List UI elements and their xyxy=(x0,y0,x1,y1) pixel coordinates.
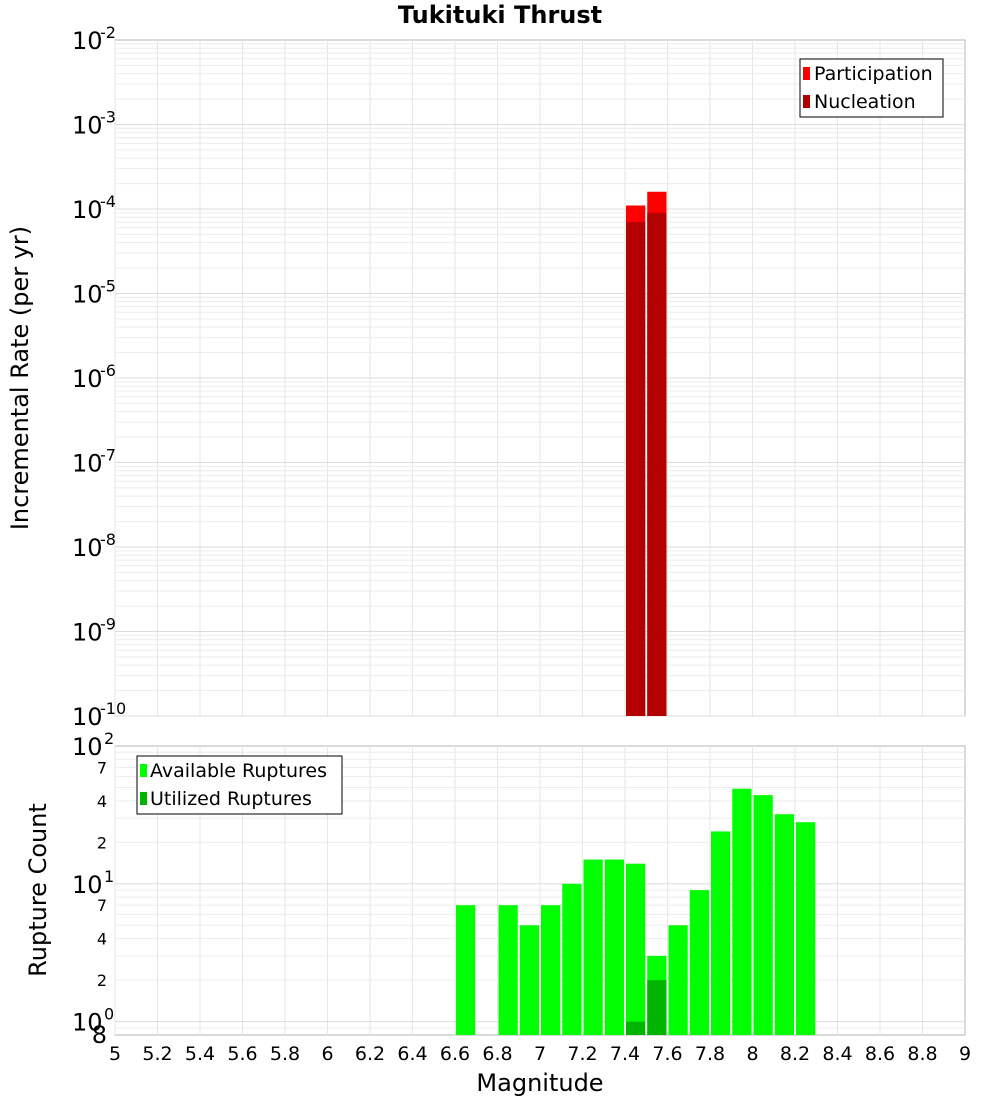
top-legend: Participation Nucleation xyxy=(799,58,944,118)
x-tick-label: 8.8 xyxy=(907,1043,937,1065)
y-tick-label-exponent: -4 xyxy=(100,192,116,211)
available-ruptures-bar xyxy=(562,883,582,1035)
x-tick-label: 8.2 xyxy=(780,1043,810,1065)
y-tick-label-minor: 4 xyxy=(97,930,107,949)
y-tick-label: 10 xyxy=(72,281,103,309)
available-ruptures-bar xyxy=(626,863,646,1035)
x-tick-label: 8 xyxy=(746,1043,758,1065)
bottom-legend: Available Ruptures Utilized Ruptures xyxy=(136,755,343,815)
x-tick-label: 7.6 xyxy=(652,1043,682,1065)
x-tick-label: 6.2 xyxy=(355,1043,385,1065)
y-tick-label: 10 xyxy=(72,703,103,731)
bottom-bars xyxy=(456,788,816,1035)
y-tick-label-exponent: -2 xyxy=(100,23,116,42)
top-legend-box xyxy=(799,58,944,118)
available-ruptures-bar xyxy=(774,814,794,1035)
y-tick-label: 10 xyxy=(72,450,103,478)
y-tick-label: 10 xyxy=(72,733,103,761)
y-tick-label-exponent: -3 xyxy=(100,108,116,127)
available-ruptures-bar xyxy=(541,905,561,1035)
legend-swatch-available-ruptures xyxy=(140,764,147,777)
legend-label-participation: Participation xyxy=(814,63,933,85)
legend-swatch-participation xyxy=(803,67,810,80)
nucleation-bar xyxy=(647,212,667,716)
x-tick-labels: 5 5.2 5.4 5.6 5.8 6 6.2 6.4 6.6 6.8 7 7.2 7.4 7.6 7.8 8… xyxy=(109,1043,971,1065)
y-tick-label: 10 xyxy=(72,619,103,647)
x-axis-title: Magnitude xyxy=(476,1069,603,1097)
y-tick-label: 10 xyxy=(72,1009,103,1037)
y-tick-label-exponent: -5 xyxy=(100,277,116,296)
top-plot-panel: 10-210-310-410-510-610-710-810-910-10 In… xyxy=(6,23,966,731)
y-tick-label: 10 xyxy=(72,112,103,140)
available-ruptures-bar xyxy=(732,788,752,1035)
x-tick-label: 6.8 xyxy=(482,1043,512,1065)
available-ruptures-bar xyxy=(456,905,476,1035)
y-tick-label: 10 xyxy=(72,365,103,393)
x-tick-label: 9 xyxy=(959,1043,971,1065)
y-tick-label: 10 xyxy=(72,534,103,562)
x-tick-label: 7.2 xyxy=(567,1043,597,1065)
y-tick-label-exponent: -6 xyxy=(100,361,116,380)
y-tick-label-minor: 8 xyxy=(92,1021,107,1049)
x-tick-label: 5.2 xyxy=(142,1043,172,1065)
x-tick-label: 5 xyxy=(109,1043,121,1065)
available-ruptures-bar xyxy=(689,890,709,1035)
y-tick-label-minor: 7 xyxy=(97,896,107,915)
top-y-axis-title: Incremental Rate (per yr) xyxy=(6,226,34,530)
legend-swatch-utilized-ruptures xyxy=(140,792,147,805)
legend-label-available-ruptures: Available Ruptures xyxy=(150,760,327,782)
y-tick-label-exponent: -9 xyxy=(100,615,116,634)
top-y-tick-labels: 10-210-310-410-510-610-710-810-910-10 xyxy=(72,23,126,731)
y-tick-label-exponent: -8 xyxy=(100,530,116,549)
x-tick-label: 6 xyxy=(321,1043,333,1065)
y-tick-label-exponent: -10 xyxy=(100,699,126,718)
y-tick-label: 10 xyxy=(72,196,103,224)
bottom-gridlines xyxy=(114,746,965,1035)
utilized-ruptures-bar xyxy=(647,980,667,1035)
x-tick-label: 6.4 xyxy=(397,1043,427,1065)
y-tick-label-exponent: 1 xyxy=(104,867,114,886)
y-tick-label-minor: 7 xyxy=(97,758,107,777)
x-tick-label: 8.4 xyxy=(822,1043,852,1065)
bottom-legend-box xyxy=(136,755,343,815)
y-tick-label-exponent: -7 xyxy=(100,446,116,465)
y-tick-label-minor: 2 xyxy=(97,971,107,990)
x-tick-label: 5.8 xyxy=(270,1043,300,1065)
bottom-y-axis-title: Rupture Count xyxy=(24,803,52,977)
available-ruptures-bar xyxy=(711,831,731,1035)
available-ruptures-bar xyxy=(753,795,773,1035)
chart-title: Tukituki Thrust xyxy=(398,1,602,29)
available-ruptures-bar xyxy=(519,925,539,1035)
available-ruptures-bar xyxy=(796,822,816,1035)
y-tick-label-exponent: 0 xyxy=(104,1005,114,1024)
x-tick-label: 8.6 xyxy=(865,1043,895,1065)
available-ruptures-bar xyxy=(604,859,624,1035)
y-tick-label: 10 xyxy=(72,27,103,55)
utilized-ruptures-bar xyxy=(626,1021,646,1035)
y-tick-label-minor: 2 xyxy=(97,833,107,852)
legend-label-utilized-ruptures: Utilized Ruptures xyxy=(150,788,312,810)
top-bars xyxy=(626,191,667,717)
available-ruptures-bar xyxy=(498,905,518,1035)
x-tick-label: 7.8 xyxy=(695,1043,725,1065)
y-tick-label-exponent: 2 xyxy=(104,729,114,748)
x-tick-label: 6.6 xyxy=(440,1043,470,1065)
legend-swatch-nucleation xyxy=(803,95,810,108)
top-gridlines xyxy=(114,40,965,717)
x-tick-label: 7.4 xyxy=(610,1043,640,1065)
x-tick-label: 5.6 xyxy=(227,1043,257,1065)
y-tick-label-minor: 4 xyxy=(97,792,107,811)
x-tick-label: 5.4 xyxy=(185,1043,215,1065)
available-ruptures-bar xyxy=(668,925,688,1035)
nucleation-bar xyxy=(626,222,646,716)
y-tick-label: 10 xyxy=(72,871,103,899)
legend-label-nucleation: Nucleation xyxy=(814,91,916,113)
x-tick-label: 7 xyxy=(534,1043,546,1065)
available-ruptures-bar xyxy=(583,859,603,1035)
